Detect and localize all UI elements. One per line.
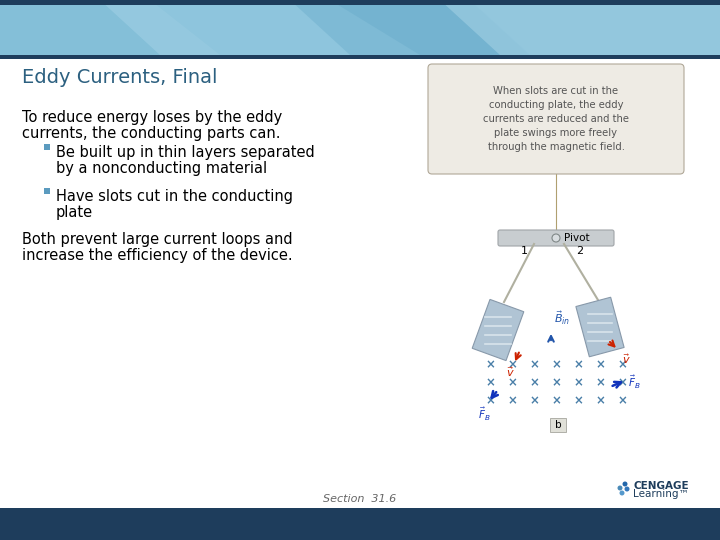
Circle shape — [619, 490, 624, 496]
Text: currents, the conducting parts can.: currents, the conducting parts can. — [22, 126, 281, 141]
Circle shape — [618, 485, 623, 490]
Text: by a nonconducting material: by a nonconducting material — [56, 161, 267, 176]
Circle shape — [624, 487, 629, 491]
Text: Both prevent large current loops and: Both prevent large current loops and — [22, 232, 292, 247]
Text: ×: × — [507, 359, 517, 372]
Text: ×: × — [595, 376, 605, 389]
Text: ×: × — [617, 359, 627, 372]
Text: ×: × — [595, 395, 605, 408]
Text: ×: × — [551, 395, 561, 408]
Text: plate: plate — [56, 205, 93, 220]
Text: Be built up in thin layers separated: Be built up in thin layers separated — [56, 145, 315, 160]
Bar — [550, 418, 566, 432]
Text: $\vec{F}_B$: $\vec{F}_B$ — [628, 373, 641, 390]
Text: ×: × — [617, 376, 627, 389]
Text: b: b — [554, 420, 562, 430]
Text: Pivot: Pivot — [564, 233, 590, 243]
Polygon shape — [100, 0, 420, 55]
Polygon shape — [440, 0, 720, 55]
Text: ×: × — [551, 376, 561, 389]
Bar — [44, 144, 50, 150]
Bar — [0, 0, 720, 5]
Text: Eddy Currents, Final: Eddy Currents, Final — [22, 68, 217, 87]
FancyBboxPatch shape — [428, 64, 684, 174]
Text: ×: × — [507, 395, 517, 408]
Bar — [0, 508, 720, 540]
Text: Learning™: Learning™ — [633, 489, 689, 499]
Text: ×: × — [595, 359, 605, 372]
Text: $\vec{v}$: $\vec{v}$ — [506, 365, 515, 379]
Text: When slots are cut in the
conducting plate, the eddy
currents are reduced and th: When slots are cut in the conducting pla… — [483, 86, 629, 152]
Text: ×: × — [485, 395, 495, 408]
FancyBboxPatch shape — [498, 230, 614, 246]
Polygon shape — [0, 0, 220, 55]
Circle shape — [552, 234, 560, 242]
Text: ×: × — [507, 376, 517, 389]
Text: ×: × — [529, 376, 539, 389]
Text: Section  31.6: Section 31.6 — [323, 494, 397, 504]
Bar — [44, 188, 50, 194]
Text: 2: 2 — [577, 246, 584, 256]
Polygon shape — [290, 0, 530, 55]
Text: CENGAGE: CENGAGE — [633, 481, 688, 491]
Bar — [0, 0, 720, 55]
Polygon shape — [472, 299, 524, 361]
Text: ×: × — [573, 376, 583, 389]
Text: 1: 1 — [521, 246, 528, 256]
Text: ×: × — [485, 376, 495, 389]
Text: $\vec{v}$: $\vec{v}$ — [622, 352, 631, 366]
Text: ×: × — [529, 359, 539, 372]
Text: ×: × — [573, 359, 583, 372]
Text: To reduce energy loses by the eddy: To reduce energy loses by the eddy — [22, 110, 282, 125]
Text: ×: × — [573, 395, 583, 408]
Text: Have slots cut in the conducting: Have slots cut in the conducting — [56, 189, 293, 204]
Text: ×: × — [551, 359, 561, 372]
Polygon shape — [576, 297, 624, 357]
Text: $\vec{F}_B$: $\vec{F}_B$ — [477, 406, 490, 423]
Circle shape — [623, 482, 628, 487]
Text: $\vec{B}_{in}$: $\vec{B}_{in}$ — [554, 309, 570, 327]
Bar — [0, 55, 720, 59]
Text: increase the efficiency of the device.: increase the efficiency of the device. — [22, 248, 292, 263]
Text: ×: × — [485, 359, 495, 372]
Bar — [0, 59, 720, 508]
Text: ×: × — [529, 395, 539, 408]
Text: ×: × — [617, 395, 627, 408]
